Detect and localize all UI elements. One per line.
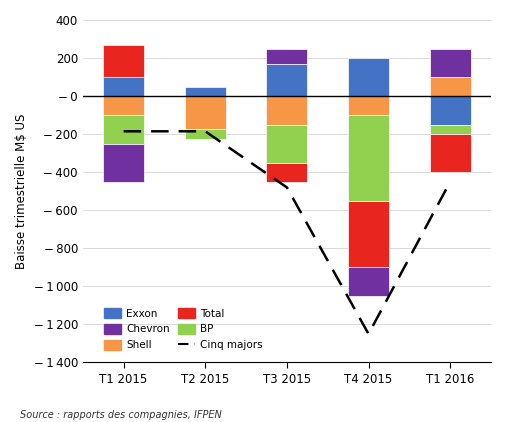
Bar — [429, 77, 470, 96]
Bar — [347, 268, 388, 296]
Bar — [266, 96, 307, 124]
Y-axis label: Baisse trimestrielle M$ US: Baisse trimestrielle M$ US — [15, 114, 28, 269]
Bar — [347, 115, 388, 201]
Bar — [103, 115, 144, 143]
Bar — [347, 201, 388, 268]
Bar — [103, 45, 144, 77]
Bar — [429, 49, 470, 77]
Bar — [266, 64, 307, 96]
Bar — [184, 96, 225, 130]
Bar — [429, 96, 470, 124]
Bar — [347, 58, 388, 96]
Bar — [429, 134, 470, 172]
Bar — [103, 143, 144, 182]
Bar — [103, 77, 144, 96]
Bar — [103, 96, 144, 115]
Bar — [184, 130, 225, 139]
Bar — [266, 124, 307, 163]
Text: Source : rapports des compagnies, IFPEN: Source : rapports des compagnies, IFPEN — [20, 410, 222, 420]
Bar — [347, 96, 388, 115]
Bar — [429, 124, 470, 134]
Bar — [266, 163, 307, 182]
Legend: Exxon, Chevron, Shell, Total, BP, Cinq majors: Exxon, Chevron, Shell, Total, BP, Cinq m… — [104, 308, 262, 350]
Bar — [266, 49, 307, 64]
Bar — [184, 87, 225, 96]
